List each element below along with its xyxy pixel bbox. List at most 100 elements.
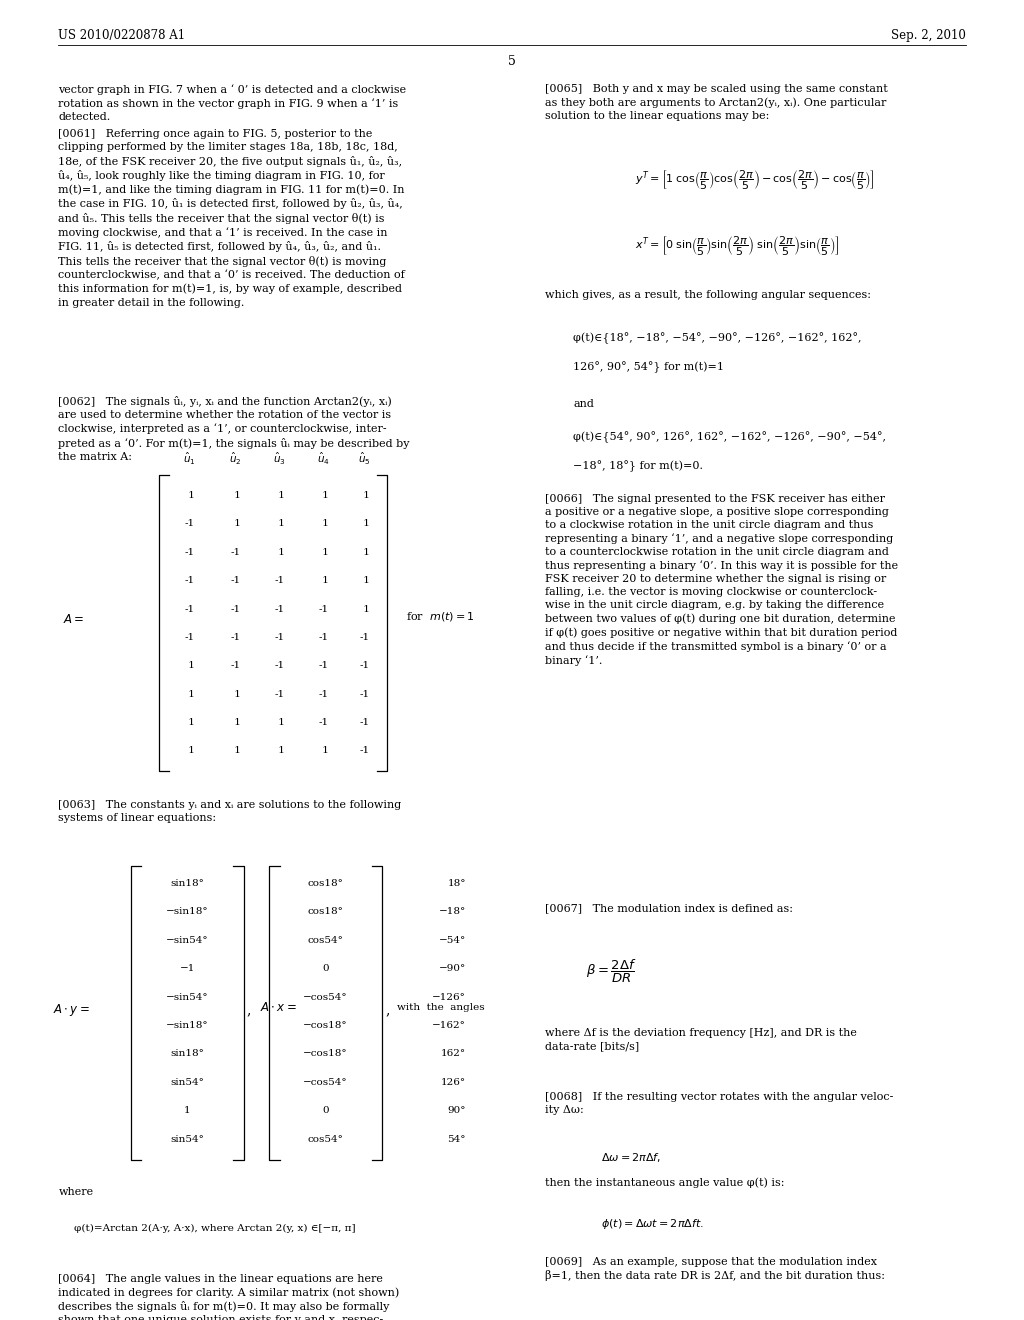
Text: $\beta = \dfrac{2\Delta f}{DR}$: $\beta = \dfrac{2\Delta f}{DR}$	[586, 958, 636, 986]
Text: -1: -1	[359, 718, 370, 727]
Text: [0068]   If the resulting vector rotates with the angular veloc-
ity Δω:: [0068] If the resulting vector rotates w…	[545, 1092, 893, 1114]
Text: 1: 1	[184, 1106, 190, 1115]
Text: -1: -1	[318, 634, 329, 642]
Text: vector graph in FIG. 7 when a ‘ 0’ is detected and a clockwise
rotation as shown: vector graph in FIG. 7 when a ‘ 0’ is de…	[58, 84, 407, 123]
Text: 1: 1	[318, 576, 329, 585]
Text: which gives, as a result, the following angular sequences:: which gives, as a result, the following …	[545, 290, 870, 301]
Text: $A \cdot y =$: $A \cdot y =$	[53, 1002, 90, 1019]
Text: $A =$: $A =$	[63, 614, 85, 626]
Text: −cos18°: −cos18°	[303, 1022, 348, 1030]
Text: 0: 0	[323, 1106, 329, 1115]
Text: for  $m(t) = 1$: for $m(t) = 1$	[406, 610, 474, 623]
Text: 1: 1	[184, 661, 195, 671]
Text: -1: -1	[359, 689, 370, 698]
Text: $y^T = \left[1\;\cos\!\left(\dfrac{\pi}{5}\right)\cos\!\left(\dfrac{2\pi}{5}\rig: $y^T = \left[1\;\cos\!\left(\dfrac{\pi}{…	[635, 169, 874, 193]
Text: -1: -1	[274, 661, 285, 671]
Text: 1: 1	[318, 519, 329, 528]
Text: 1: 1	[230, 491, 241, 500]
Text: 90°: 90°	[447, 1106, 466, 1115]
Text: 1: 1	[318, 747, 329, 755]
Text: -1: -1	[184, 519, 195, 528]
Text: sin54°: sin54°	[170, 1077, 205, 1086]
Text: where Δf is the deviation frequency [Hz], and DR is the
data-rate [bits/s]: where Δf is the deviation frequency [Hz]…	[545, 1028, 857, 1051]
Text: −cos18°: −cos18°	[303, 1049, 348, 1059]
Text: $\hat{u}_3$: $\hat{u}_3$	[273, 451, 286, 467]
Text: 1: 1	[359, 519, 370, 528]
Text: with  the  angles: with the angles	[397, 1003, 485, 1012]
Text: -1: -1	[318, 661, 329, 671]
Text: φ(t)=Arctan 2(A·y, A·x), where Arctan 2(y, x) ∈[−π, π]: φ(t)=Arctan 2(A·y, A·x), where Arctan 2(…	[74, 1224, 355, 1233]
Text: 1: 1	[274, 747, 285, 755]
Text: sin54°: sin54°	[170, 1134, 205, 1143]
Text: -1: -1	[274, 634, 285, 642]
Text: $\hat{u}_5$: $\hat{u}_5$	[358, 451, 371, 467]
Text: -1: -1	[274, 689, 285, 698]
Text: -1: -1	[318, 718, 329, 727]
Text: ,: ,	[385, 1003, 389, 1018]
Text: −1: −1	[179, 964, 196, 973]
Text: 1: 1	[274, 491, 285, 500]
Text: 1: 1	[184, 689, 195, 698]
Text: 126°, 90°, 54°} for m(t)=1: 126°, 90°, 54°} for m(t)=1	[573, 362, 724, 374]
Text: -1: -1	[359, 661, 370, 671]
Text: 18°: 18°	[447, 879, 466, 888]
Text: ,: ,	[247, 1003, 251, 1018]
Text: sin18°: sin18°	[170, 879, 205, 888]
Text: cos54°: cos54°	[307, 1134, 344, 1143]
Text: -1: -1	[318, 689, 329, 698]
Text: [0063]   The constants yᵢ and xᵢ are solutions to the following
systems of linea: [0063] The constants yᵢ and xᵢ are solut…	[58, 800, 401, 822]
Text: [0067]   The modulation index is defined as:: [0067] The modulation index is defined a…	[545, 903, 793, 913]
Text: cos54°: cos54°	[307, 936, 344, 945]
Text: where: where	[58, 1187, 93, 1197]
Text: -1: -1	[184, 605, 195, 614]
Text: cos18°: cos18°	[307, 879, 344, 888]
Text: $\Delta\omega{=}2\pi\Delta f,$: $\Delta\omega{=}2\pi\Delta f,$	[601, 1151, 662, 1164]
Text: −18°, 18°} for m(t)=0.: −18°, 18°} for m(t)=0.	[573, 461, 703, 473]
Text: [0066]   The signal presented to the FSK receiver has either
a positive or a neg: [0066] The signal presented to the FSK r…	[545, 494, 898, 667]
Text: 1: 1	[318, 491, 329, 500]
Text: -1: -1	[359, 747, 370, 755]
Text: 1: 1	[184, 718, 195, 727]
Text: 1: 1	[274, 519, 285, 528]
Text: [0065]   Both y and x may be scaled using the same constant
as they both are arg: [0065] Both y and x may be scaled using …	[545, 84, 888, 121]
Text: 162°: 162°	[440, 1049, 466, 1059]
Text: 0: 0	[323, 964, 329, 973]
Text: then the instantaneous angle value φ(t) is:: then the instantaneous angle value φ(t) …	[545, 1177, 784, 1188]
Text: -1: -1	[184, 576, 195, 585]
Text: Sep. 2, 2010: Sep. 2, 2010	[891, 29, 966, 42]
Text: φ(t)∈{18°, −18°, −54°, −90°, −126°, −162°, 162°,: φ(t)∈{18°, −18°, −54°, −90°, −126°, −162…	[573, 333, 862, 345]
Text: 54°: 54°	[447, 1134, 466, 1143]
Text: $\phi(t){=}\Delta\omega t{=}2\pi\Delta ft.$: $\phi(t){=}\Delta\omega t{=}2\pi\Delta f…	[601, 1217, 705, 1232]
Text: -1: -1	[184, 548, 195, 557]
Text: 1: 1	[184, 491, 195, 500]
Text: sin18°: sin18°	[170, 1049, 205, 1059]
Text: [0069]   As an example, suppose that the modulation index
β=1, then the data rat: [0069] As an example, suppose that the m…	[545, 1257, 885, 1282]
Text: 1: 1	[318, 548, 329, 557]
Text: −sin54°: −sin54°	[166, 993, 209, 1002]
Text: [0061]   Referring once again to FIG. 5, posterior to the
clipping performed by : [0061] Referring once again to FIG. 5, p…	[58, 129, 406, 308]
Text: -1: -1	[274, 605, 285, 614]
Text: −162°: −162°	[432, 1022, 466, 1030]
Text: −sin18°: −sin18°	[166, 1022, 209, 1030]
Text: −90°: −90°	[438, 964, 466, 973]
Text: -1: -1	[359, 634, 370, 642]
Text: −54°: −54°	[438, 936, 466, 945]
Text: -1: -1	[230, 576, 241, 585]
Text: -1: -1	[274, 576, 285, 585]
Text: 1: 1	[359, 548, 370, 557]
Text: -1: -1	[230, 661, 241, 671]
Text: [0062]   The signals ûᵢ, yᵢ, xᵢ and the function Arctan2(yᵢ, xᵢ)
are used to det: [0062] The signals ûᵢ, yᵢ, xᵢ and the fu…	[58, 396, 410, 462]
Text: $\hat{u}_2$: $\hat{u}_2$	[229, 451, 242, 467]
Text: 1: 1	[274, 548, 285, 557]
Text: [0064]   The angle values in the linear equations are here
indicated in degrees : [0064] The angle values in the linear eq…	[58, 1274, 399, 1320]
Text: −18°: −18°	[438, 908, 466, 916]
Text: cos18°: cos18°	[307, 908, 344, 916]
Text: −sin54°: −sin54°	[166, 936, 209, 945]
Text: 1: 1	[359, 576, 370, 585]
Text: $x^T = \left[0\;\sin\!\left(\dfrac{\pi}{5}\right)\sin\!\left(\dfrac{2\pi}{5}\rig: $x^T = \left[0\;\sin\!\left(\dfrac{\pi}{…	[635, 235, 839, 259]
Text: 1: 1	[359, 491, 370, 500]
Text: $\hat{u}_4$: $\hat{u}_4$	[317, 451, 330, 467]
Text: 1: 1	[359, 605, 370, 614]
Text: −cos54°: −cos54°	[303, 1077, 348, 1086]
Text: 1: 1	[230, 747, 241, 755]
